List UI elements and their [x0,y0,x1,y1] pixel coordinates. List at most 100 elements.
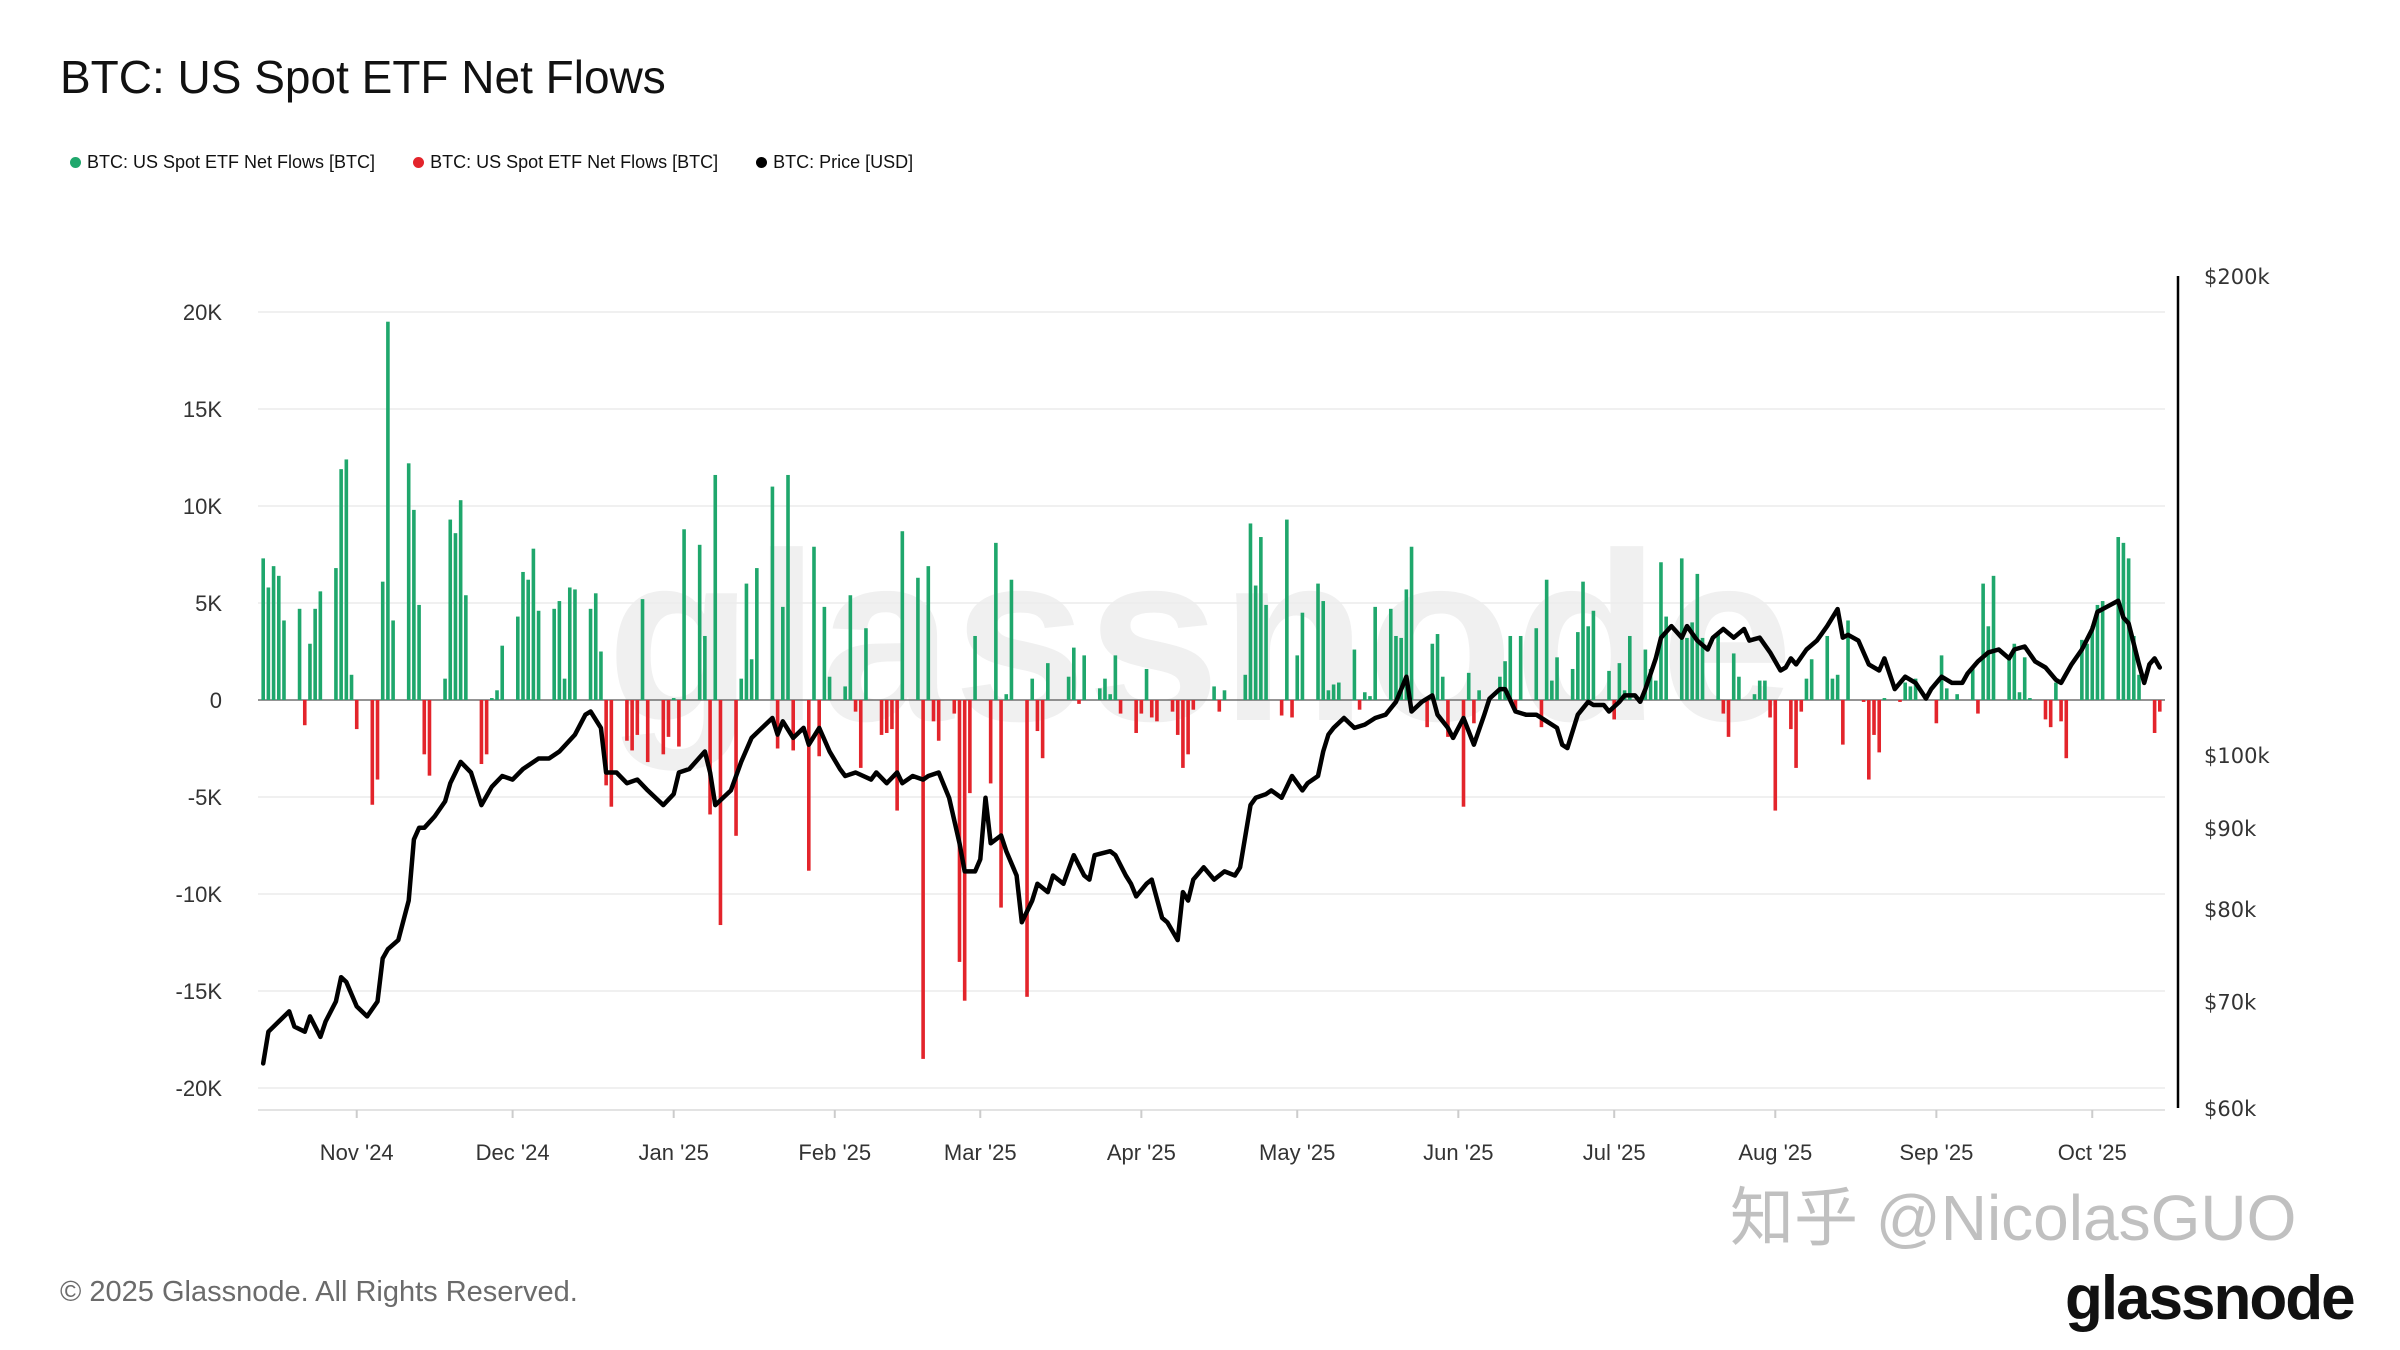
inflow-bar [1222,690,1227,700]
outflow-bar [1134,700,1138,733]
inflow-bar [1643,649,1648,700]
outflow-bar [1799,700,1804,712]
inflow-bar [1331,684,1336,700]
inflow-bar [2080,639,2084,700]
inflow-bar [1264,604,1268,700]
legend-item-inflows[interactable]: BTC: US Spot ETF Net Flows [BTC] [70,152,375,173]
inflow-bar [1326,690,1331,700]
inflow-bar [1394,635,1398,700]
outflow-bar [1789,700,1793,730]
red-dot-icon [413,157,425,168]
inflow-bar [412,509,416,700]
inflow-bar [1404,589,1409,700]
inflow-bar [1825,635,1830,700]
inflow-bar [744,583,749,700]
inflow-bar [2012,643,2017,700]
inflow-bar [1508,635,1513,700]
inflow-bar [271,566,276,700]
legend-label: BTC: Price [USD] [773,152,914,172]
inflow-bar [682,529,686,700]
inflow-bar [386,321,390,700]
inflow-bar [1576,632,1580,700]
outflow-bar [968,700,972,794]
inflow-bar [1679,558,1684,700]
inflow-bar [453,533,458,700]
inflow-bar [1716,634,1720,700]
inflow-bar [344,459,349,700]
inflow-bar [1685,637,1689,700]
inflow-bar [916,577,920,700]
right-axis-tick-label: $60k [2204,1097,2257,1121]
inflow-bar [2028,698,2032,700]
inflow-bar [864,628,868,700]
outflow-bar [2043,700,2048,720]
outflow-bar [484,700,489,755]
inflow-bar [749,659,754,700]
inflow-bar [1046,663,1050,700]
inflow-bar [500,645,505,700]
outflow-bar [1768,700,1772,718]
outflow-bar [666,700,671,737]
outflow-bar [1279,700,1284,716]
inflow-bar [1009,579,1014,700]
inflow-bar [1830,678,1835,700]
flow-bars [261,321,2162,1059]
inflow-bar [261,558,265,700]
inflow-bar [1004,694,1009,700]
outflow-bar [1773,700,1778,811]
inflow-bar [1399,637,1403,700]
black-dot-icon [756,157,768,168]
inflow-bar [1082,655,1086,700]
gridlines [258,311,2165,1089]
outflow-bar [1726,700,1731,737]
right-axis-tick-label: $90k [2204,817,2257,841]
inflow-bar [1503,661,1507,700]
outflow-bar [1539,700,1544,728]
inflow-bar [1285,519,1289,700]
inflow-bar [1607,670,1611,700]
overlay-watermark: 知乎 @NicolasGUO [1730,1182,2297,1254]
inflow-bar [1518,635,1523,700]
left-axis-tick-label: 10K [183,494,222,519]
inflow-bar [1648,668,1653,700]
x-axis-tick-label: May '25 [1259,1140,1335,1165]
outflow-bar [2152,700,2157,733]
inflow-bar [1846,620,1850,700]
inflow-bar [1944,688,1949,700]
x-axis-tick-label: Jun '25 [1423,1140,1493,1165]
inflow-bar [848,595,853,700]
inflow-bar [1352,649,1357,700]
inflow-bar [1362,692,1367,700]
inflow-bar [552,608,556,700]
inflow-bar [495,690,499,700]
outflow-bar [1841,700,1845,745]
inflow-bar [2054,682,2058,700]
outflow-bar [890,700,894,730]
outflow-bar [1976,700,1980,714]
x-axis-tick-label: Aug '25 [1738,1140,1812,1165]
inflow-bar [1316,583,1320,700]
legend-item-outflows[interactable]: BTC: US Spot ETF Net Flows [BTC] [413,152,718,173]
outflow-bar [1877,700,1882,753]
inflow-bar [1986,626,1991,700]
outflow-bar [962,700,967,1001]
outflow-bar [375,700,380,780]
outflow-bar [1040,700,1045,759]
inflow-bar [1368,696,1372,700]
inflow-bar [2017,692,2022,700]
inflow-bar [900,531,905,700]
chart-title: BTC: US Spot ETF Net Flows [60,51,666,103]
inflow-bar [1763,680,1767,700]
inflow-bar [1108,694,1112,700]
outflow-bar [1155,700,1159,722]
inflow-bar [1212,686,1216,700]
inflow-bar [536,610,541,700]
outflow-bar [604,700,608,786]
inflow-bar [1591,610,1596,700]
outflow-bar [422,700,427,755]
outflow-bar [630,700,634,751]
inflow-bar [1835,674,1840,700]
outflow-bar [879,700,884,735]
legend-item-price[interactable]: BTC: Price [USD] [756,152,913,173]
